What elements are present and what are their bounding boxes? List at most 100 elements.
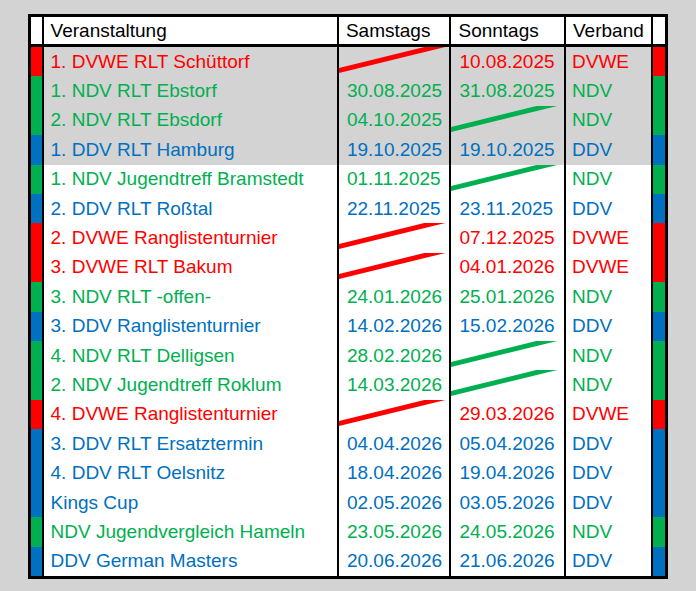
row-color-bar-left [30, 46, 43, 77]
row-color-bar-left [30, 282, 43, 311]
row-color-bar-right [652, 223, 666, 252]
row-color-bar-left [30, 165, 43, 194]
row-color-bar-right [652, 312, 666, 341]
table-row: 1. DVWE RLT Schüttorf 10.08.2025 DVWE [30, 46, 667, 77]
table-row: DDV German Masters 20.06.2026 21.06.2026… [30, 547, 667, 578]
event-name-cell: 3. DVWE RLT Bakum [43, 253, 338, 282]
sunday-date: 10.08.2025 [459, 51, 554, 72]
saturday-date: 14.02.2026 [347, 315, 442, 336]
saturday-date: 30.08.2025 [347, 80, 442, 101]
table-row: 3. DDV Ranglistenturnier 14.02.2026 15.0… [30, 312, 667, 341]
verband-cell: DDV [565, 488, 652, 517]
column-header-samstags: Samstags [338, 16, 451, 46]
saturday-date: 04.04.2026 [347, 433, 442, 454]
verband-cell: DDV [565, 429, 652, 458]
saturday-date-cell: 01.11.2025 [338, 165, 451, 194]
saturday-date: 02.05.2026 [347, 492, 442, 513]
event-name-cell: 1. NDV Jugendtreff Bramstedt [43, 165, 338, 194]
sunday-date-cell: 10.08.2025 [450, 46, 565, 77]
row-color-bar-left [30, 253, 43, 282]
sunday-date-cell [450, 106, 565, 135]
sunday-date-cell: 25.01.2026 [450, 282, 565, 311]
header-row: Veranstaltung Samstags Sonntags Verband [30, 16, 667, 46]
row-color-bar-left [30, 517, 43, 546]
row-color-bar-left [30, 223, 43, 252]
table-row: 2. NDV RLT Ebsdorf 04.10.2025 NDV [30, 106, 667, 135]
table-row: 3. NDV RLT -offen- 24.01.2026 25.01.2026… [30, 282, 667, 311]
sunday-date-cell: 05.04.2026 [450, 429, 565, 458]
table-row: 2. NDV Jugendtreff Roklum 14.03.2026 NDV [30, 370, 667, 399]
saturday-date-cell: 04.04.2026 [338, 429, 451, 458]
no-date-slash-mark [338, 400, 451, 427]
row-color-bar-right [652, 400, 666, 429]
verband-cell: DDV [565, 194, 652, 223]
table-row: 1. NDV RLT Ebstorf 30.08.2025 31.08.2025… [30, 76, 667, 105]
column-header-veranstaltung: Veranstaltung [43, 16, 338, 46]
table-row: 4. DVWE Ranglistenturnier 29.03.2026 DVW… [30, 400, 667, 429]
sunday-date-cell: 31.08.2025 [450, 76, 565, 105]
sunday-date: 15.02.2026 [459, 315, 554, 336]
event-name-cell: 3. NDV RLT -offen- [43, 282, 338, 311]
verband-cell: DVWE [565, 46, 652, 77]
row-color-bar-right [652, 429, 666, 458]
no-date-slash-mark [338, 253, 451, 280]
verband-cell: NDV [565, 282, 652, 311]
row-color-bar-left [30, 341, 43, 370]
sunday-date-cell [450, 341, 565, 370]
sunday-date-cell: 23.11.2025 [450, 194, 565, 223]
row-color-bar-left [30, 458, 43, 487]
saturday-date-cell [338, 253, 451, 282]
saturday-date-cell [338, 46, 451, 77]
event-name-cell: 4. NDV RLT Delligsen [43, 341, 338, 370]
row-color-bar-left [30, 400, 43, 429]
saturday-date-cell: 14.03.2026 [338, 370, 451, 399]
row-color-bar-left [30, 488, 43, 517]
event-name-cell: NDV Jugendvergleich Hameln [43, 517, 338, 546]
saturday-date-cell: 02.05.2026 [338, 488, 451, 517]
row-color-bar-right [652, 282, 666, 311]
event-name-cell: 1. DDV RLT Hamburg [43, 135, 338, 164]
row-color-bar-left [30, 547, 43, 578]
column-header-sonntags: Sonntags [450, 16, 565, 46]
event-name-cell: 2. NDV RLT Ebsdorf [43, 106, 338, 135]
sunday-date-cell: 21.06.2026 [450, 547, 565, 578]
saturday-date-cell: 19.10.2025 [338, 135, 451, 164]
event-name-cell: 3. DDV Ranglistenturnier [43, 312, 338, 341]
sunday-date-cell: 24.05.2026 [450, 517, 565, 546]
row-color-bar-left [30, 194, 43, 223]
row-color-bar-right [652, 488, 666, 517]
verband-cell: DVWE [565, 223, 652, 252]
table-row: Kings Cup 02.05.2026 03.05.2026 DDV [30, 488, 667, 517]
right-color-bar-header-cell [652, 16, 666, 46]
event-name-cell: 4. DDV RLT Oelsnitz [43, 458, 338, 487]
saturday-date: 18.04.2026 [347, 462, 442, 483]
verband-cell: NDV [565, 106, 652, 135]
event-name-cell: 1. DVWE RLT Schüttorf [43, 46, 338, 77]
sunday-date: 05.04.2026 [459, 433, 554, 454]
table-row: NDV Jugendvergleich Hameln 23.05.2026 24… [30, 517, 667, 546]
verband-cell: NDV [565, 165, 652, 194]
no-date-slash-mark [338, 46, 451, 74]
table-row: 2. DDV RLT Roßtal 22.11.2025 23.11.2025 … [30, 194, 667, 223]
no-date-slash-mark [450, 165, 565, 192]
no-date-slash-mark [450, 106, 565, 133]
verband-cell: NDV [565, 370, 652, 399]
event-name-cell: 2. DDV RLT Roßtal [43, 194, 338, 223]
saturday-date: 14.03.2026 [347, 374, 442, 395]
sunday-date: 25.01.2026 [459, 286, 554, 307]
event-name-cell: 2. DVWE Ranglistenturnier [43, 223, 338, 252]
saturday-date: 19.10.2025 [347, 139, 442, 160]
sunday-date-cell: 15.02.2026 [450, 312, 565, 341]
saturday-date-cell: 23.05.2026 [338, 517, 451, 546]
saturday-date-cell: 30.08.2025 [338, 76, 451, 105]
left-color-bar-header-cell [30, 16, 43, 46]
saturday-date-cell: 04.10.2025 [338, 106, 451, 135]
table-row: 3. DVWE RLT Bakum 04.01.2026 DVWE [30, 253, 667, 282]
sunday-date-cell [450, 370, 565, 399]
table-row: 1. NDV Jugendtreff Bramstedt 01.11.2025 … [30, 165, 667, 194]
verband-cell: DDV [565, 547, 652, 578]
saturday-date-cell: 14.02.2026 [338, 312, 451, 341]
sunday-date: 19.04.2026 [459, 462, 554, 483]
verband-cell: DDV [565, 458, 652, 487]
row-color-bar-right [652, 46, 666, 77]
